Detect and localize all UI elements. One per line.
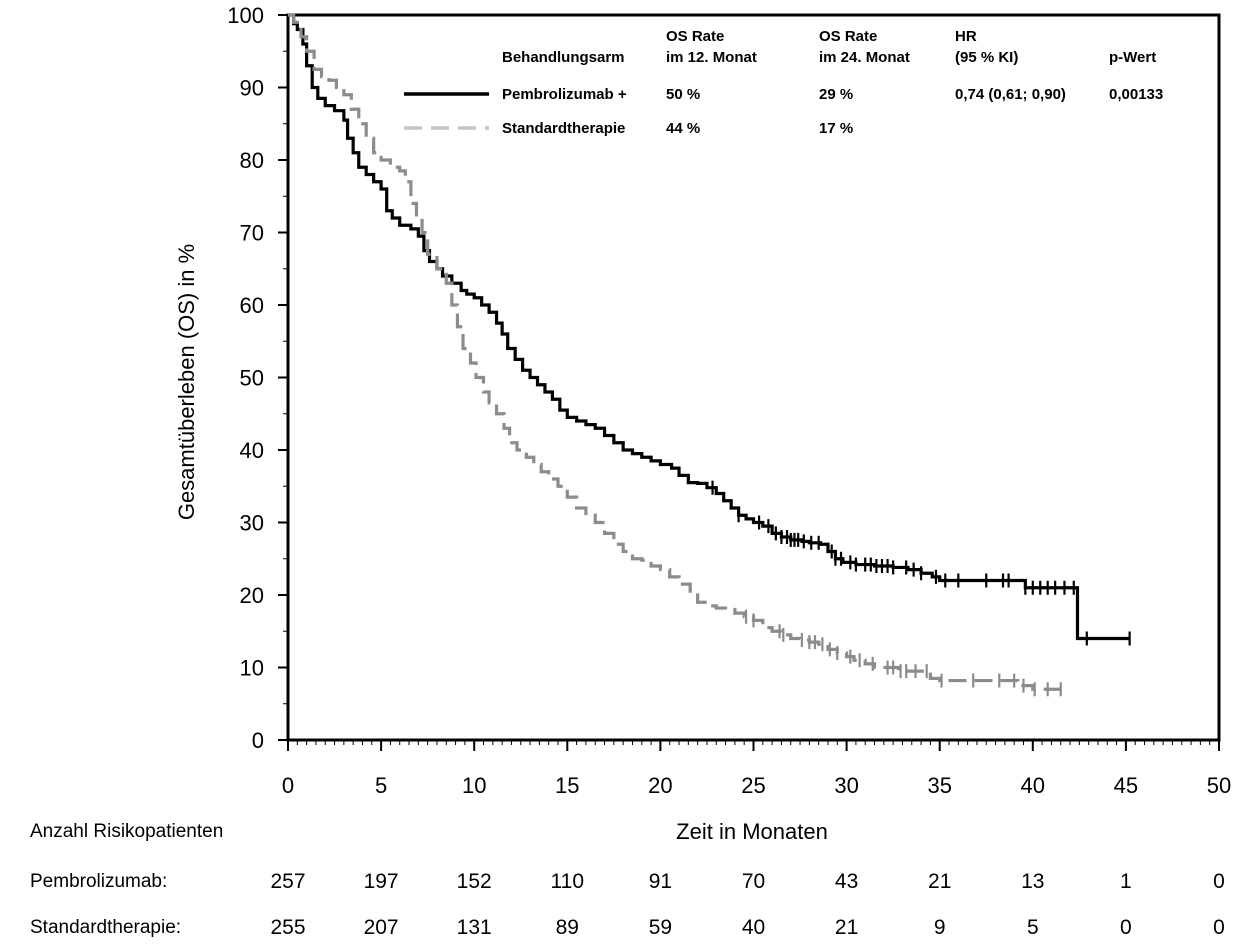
risk-value: 5 xyxy=(1027,916,1039,939)
legend-row1-name: Pembrolizumab + xyxy=(502,86,627,103)
x-tick-label: 25 xyxy=(741,773,765,798)
legend-header-os24-line2: im 24. Monat xyxy=(819,49,910,66)
risk-value: 91 xyxy=(649,870,672,893)
risk-value: 0 xyxy=(1213,870,1225,893)
risk-value: 70 xyxy=(742,870,765,893)
risk-value: 59 xyxy=(649,916,672,939)
risk-row-label-pembrolizumab: Pembrolizumab: xyxy=(30,871,167,892)
legend-row2-os24: 17 % xyxy=(819,120,853,137)
legend-row1-p: 0,00133 xyxy=(1109,86,1163,103)
risk-value: 9 xyxy=(934,916,946,939)
legend-header-os12-line1: OS Rate xyxy=(666,28,724,45)
risk-value: 207 xyxy=(364,916,399,939)
x-tick-label: 10 xyxy=(462,773,486,798)
risk-value: 21 xyxy=(928,870,951,893)
risk-value: 0 xyxy=(1213,916,1225,939)
x-tick-label: 35 xyxy=(927,773,951,798)
x-tick-label: 40 xyxy=(1021,773,1045,798)
y-tick-label: 60 xyxy=(240,293,264,318)
risk-value: 40 xyxy=(742,916,765,939)
y-tick-label: 0 xyxy=(252,728,264,753)
legend-row1-hr: 0,74 (0,61; 0,90) xyxy=(955,86,1066,103)
risk-value: 21 xyxy=(835,916,858,939)
legend-header-hr-line1: HR xyxy=(955,28,977,45)
risk-value: 0 xyxy=(1120,916,1132,939)
y-tick-label: 70 xyxy=(240,221,264,246)
x-axis-title: Zeit in Monaten xyxy=(676,819,828,844)
y-tick-label: 100 xyxy=(227,3,264,28)
risk-table-title: Anzahl Risikopatienten xyxy=(30,821,223,842)
risk-value: 13 xyxy=(1021,870,1044,893)
x-tick-label: 15 xyxy=(555,773,579,798)
y-tick-label: 10 xyxy=(240,656,264,681)
legend-row1-os12: 50 % xyxy=(666,86,700,103)
legend-row2-os12: 44 % xyxy=(666,120,700,137)
plot-frame xyxy=(286,13,1221,742)
risk-value: 257 xyxy=(270,870,305,893)
x-tick-label: 0 xyxy=(282,773,294,798)
risk-value: 152 xyxy=(457,870,492,893)
legend-header-os12-line2: im 12. Monat xyxy=(666,49,757,66)
legend-row1-os24: 29 % xyxy=(819,86,853,103)
risk-value: 1 xyxy=(1120,870,1132,893)
y-tick-label: 50 xyxy=(240,366,264,391)
x-tick-label: 20 xyxy=(648,773,672,798)
y-tick-label: 90 xyxy=(240,76,264,101)
risk-value: 110 xyxy=(551,870,584,893)
series-line-standardtherapie xyxy=(288,13,1069,691)
risk-row-label-standardtherapie: Standardtherapie: xyxy=(30,917,181,938)
x-tick-label: 5 xyxy=(375,773,387,798)
y-tick-label: 40 xyxy=(240,438,264,463)
y-axis-title: Gesamtüberleben (OS) in % xyxy=(174,244,199,520)
legend-row2-name: Standardtherapie xyxy=(502,120,625,137)
x-tick-label: 45 xyxy=(1114,773,1138,798)
risk-value: 43 xyxy=(835,870,858,893)
legend: Behandlungsarm OS Rate im 12. Monat OS R… xyxy=(404,28,1163,137)
legend-header-p: p-Wert xyxy=(1109,49,1156,66)
x-tick-label: 30 xyxy=(834,773,858,798)
y-tick-label: 80 xyxy=(240,148,264,173)
risk-value: 197 xyxy=(364,870,399,893)
x-axis: 0 5 10 15 20 25 30 35 40 45 50 xyxy=(282,740,1231,798)
legend-header-hr-line2: (95 % KI) xyxy=(955,49,1018,66)
series-group xyxy=(288,13,1131,697)
series-line-pembrolizumab xyxy=(288,13,1130,641)
legend-header-arm: Behandlungsarm xyxy=(502,49,625,66)
x-tick-label: 50 xyxy=(1207,773,1231,798)
risk-table: Anzahl Risikopatienten Pembrolizumab: St… xyxy=(30,821,1225,939)
risk-value: 255 xyxy=(270,916,305,939)
y-tick-label: 20 xyxy=(240,583,264,608)
risk-value: 131 xyxy=(457,916,492,939)
y-axis: 0 10 20 30 40 50 60 70 80 90 100 xyxy=(227,3,288,753)
risk-value: 89 xyxy=(556,916,579,939)
legend-header-os24-line1: OS Rate xyxy=(819,28,877,45)
y-tick-label: 30 xyxy=(240,511,264,536)
